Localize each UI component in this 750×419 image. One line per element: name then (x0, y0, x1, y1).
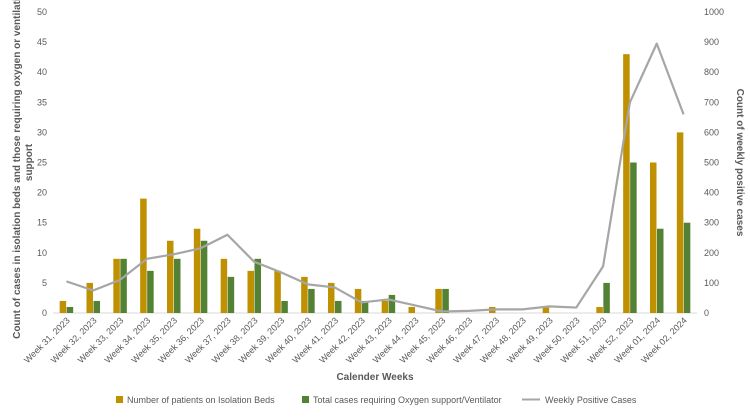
y2-tick-label: 0 (704, 308, 709, 318)
x-tick-label: Week 31, 2023 (22, 315, 72, 365)
bar-oxygen-ventilator (281, 300, 288, 313)
legend-swatch (302, 396, 309, 403)
bar-oxygen-ventilator (442, 288, 449, 313)
bar-isolation-beds (435, 288, 442, 313)
bar-oxygen-ventilator (66, 306, 74, 313)
x-axis-title: Calender Weeks (336, 372, 414, 383)
bar-isolation-beds (596, 306, 603, 313)
bar-oxygen-ventilator (630, 162, 637, 313)
y-tick-label: 40 (37, 67, 47, 77)
y-tick-label: 35 (37, 97, 47, 107)
y-tick-label: 0 (42, 308, 47, 318)
weekly-positive-cases-line (66, 42, 685, 313)
bar-isolation-beds (193, 228, 201, 313)
bar-isolation-beds (220, 258, 228, 313)
bar-isolation-beds (676, 132, 684, 313)
legend-swatch (116, 396, 123, 403)
bar-oxygen-ventilator (361, 300, 369, 313)
y-axis-title: Count of cases in isolation beds and tho… (12, 0, 35, 339)
y2-tick-label: 700 (704, 97, 719, 107)
y-tick-label: 15 (37, 218, 47, 228)
bar-isolation-beds (301, 276, 308, 313)
bar-oxygen-ventilator (308, 288, 315, 313)
y-tick-label: 50 (37, 7, 47, 17)
bar-oxygen-ventilator (174, 258, 181, 313)
bar-oxygen-ventilator (93, 300, 100, 313)
bar-isolation-beds (650, 162, 657, 313)
bar-isolation-beds (542, 306, 550, 313)
bar-isolation-beds (167, 240, 174, 313)
bar-isolation-beds (113, 258, 120, 313)
y-tick-label: 5 (42, 278, 47, 288)
bar-oxygen-ventilator (388, 294, 396, 313)
y2-tick-label: 900 (704, 37, 719, 47)
y2-tick-label: 600 (704, 127, 719, 137)
y-tick-label: 30 (37, 127, 47, 137)
y2-tick-label: 100 (704, 278, 719, 288)
bar-oxygen-ventilator (147, 270, 154, 313)
legend-label: Number of patients on Isolation Beds (127, 395, 275, 405)
bar-isolation-beds (381, 300, 389, 313)
bar-isolation-beds (86, 282, 93, 313)
line-series (66, 42, 685, 313)
bar-isolation-beds (140, 198, 147, 313)
bar-oxygen-ventilator (683, 222, 691, 313)
legend: Number of patients on Isolation Beds Tota… (116, 395, 637, 405)
bar-oxygen-ventilator (254, 258, 261, 313)
bar-oxygen-ventilator (657, 228, 664, 313)
legend-label: Total cases requiring Oxygen support/Ven… (313, 395, 502, 405)
bar-isolation-beds (623, 54, 630, 313)
bar-oxygen-ventilator (120, 258, 127, 313)
bar-isolation-beds (328, 282, 335, 313)
y-tick-label: 25 (37, 158, 47, 168)
y-tick-label: 20 (37, 188, 47, 198)
y2-tick-label: 200 (704, 248, 719, 258)
bar-isolation-beds (274, 270, 281, 313)
bar-isolation-beds (247, 270, 254, 313)
y-tick-label: 10 (37, 248, 47, 258)
y2-axis-title: Count of weekly positive cases (734, 89, 745, 237)
bar-series (59, 54, 691, 313)
bar-isolation-beds (59, 300, 67, 313)
y-tick-label: 45 (37, 37, 47, 47)
bar-isolation-beds (408, 306, 415, 313)
bar-oxygen-ventilator (335, 300, 342, 313)
y2-tick-label: 500 (704, 158, 719, 168)
legend-label: Weekly Positive Cases (545, 395, 637, 405)
left-axis-ticks: 0 5 10 15 20 25 30 35 40 45 50 (37, 7, 47, 318)
right-axis-ticks: 0 100 200 300 400 500 600 700 800 900 1000 (704, 7, 724, 318)
y2-tick-label: 400 (704, 188, 719, 198)
bar-oxygen-ventilator (603, 282, 610, 313)
y2-tick-label: 800 (704, 67, 719, 77)
y2-tick-label: 300 (704, 218, 719, 228)
bar-oxygen-ventilator (200, 240, 208, 313)
bar-oxygen-ventilator (227, 276, 235, 313)
y2-tick-label: 1000 (704, 7, 724, 17)
